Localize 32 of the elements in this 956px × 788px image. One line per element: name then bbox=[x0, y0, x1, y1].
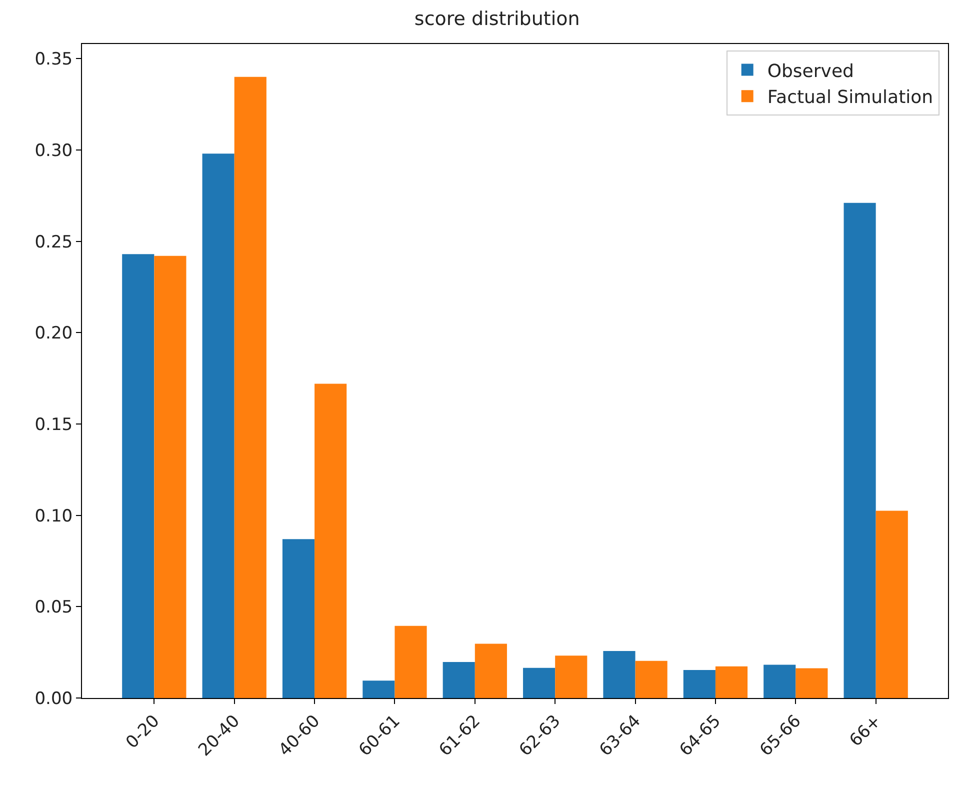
y-tick-label: 0.30 bbox=[34, 140, 73, 161]
y-tick-label: 0.25 bbox=[34, 232, 73, 252]
legend-label: Observed bbox=[767, 60, 854, 82]
y-tick-label: 0.35 bbox=[34, 50, 73, 70]
bar bbox=[844, 202, 876, 698]
y-tick-label: 0.05 bbox=[34, 598, 73, 618]
x-tick-label: 66+ bbox=[846, 711, 886, 751]
bar bbox=[394, 626, 427, 698]
bar bbox=[683, 670, 716, 698]
bar bbox=[122, 254, 154, 698]
bar bbox=[282, 539, 315, 698]
bar bbox=[442, 662, 475, 698]
chart-title: score distribution bbox=[414, 8, 580, 30]
y-tick-label: 0.10 bbox=[34, 506, 73, 526]
bar bbox=[876, 510, 908, 698]
y-tick-label: 0.20 bbox=[34, 324, 73, 344]
bar bbox=[474, 644, 507, 698]
y-tick-label: 0.00 bbox=[34, 688, 73, 709]
bar bbox=[154, 256, 186, 698]
bar bbox=[796, 668, 828, 698]
bar bbox=[523, 668, 556, 698]
bar bbox=[635, 660, 668, 698]
bar bbox=[603, 651, 636, 698]
bar bbox=[234, 76, 266, 698]
bar bbox=[764, 664, 796, 698]
bar bbox=[314, 384, 347, 698]
bar bbox=[555, 656, 588, 698]
bar bbox=[362, 680, 395, 698]
legend-label: Factual Simulation bbox=[767, 87, 934, 108]
bar bbox=[715, 666, 748, 698]
y-tick-label: 0.15 bbox=[34, 414, 73, 435]
bar bbox=[202, 154, 234, 698]
